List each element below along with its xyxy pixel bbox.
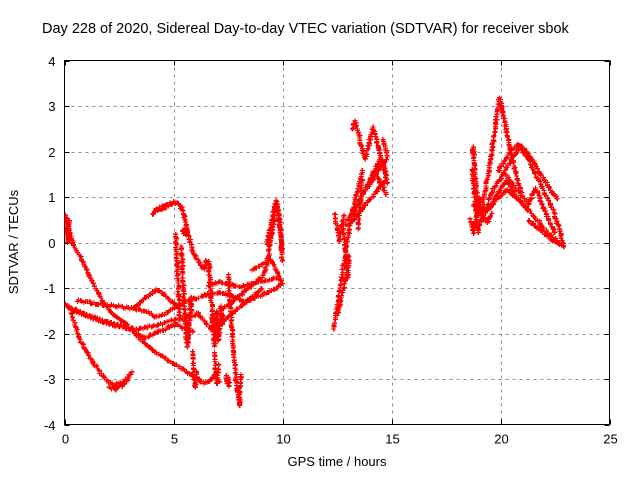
y-tick-label: 3	[48, 99, 55, 114]
x-tick-labels: 0 5 10 15 20 25	[62, 432, 618, 447]
data-markers	[64, 95, 567, 408]
scatter-plus-markers	[64, 95, 567, 408]
y-axis-title: SDTVAR / TECUs	[6, 189, 21, 294]
y-tick-label: 0	[48, 236, 55, 251]
y-tick-label: 4	[48, 54, 55, 69]
y-tick-label: -1	[44, 281, 56, 296]
x-tick-label: 5	[171, 432, 178, 447]
x-tick-label: 10	[276, 432, 290, 447]
y-tick-label: 1	[48, 190, 55, 205]
plot-frame	[64, 60, 610, 425]
chart-title: Day 228 of 2020, Sidereal Day-to-day VTE…	[42, 21, 570, 37]
y-tick-label: 2	[48, 145, 55, 160]
y-tick-label: -3	[44, 372, 56, 387]
x-tick-label: 20	[494, 432, 508, 447]
y-tick-labels: -4 -3 -2 -1 0 1 2 3 4	[44, 54, 56, 433]
x-tick-label: 15	[385, 432, 399, 447]
y-tick-label: -2	[44, 327, 56, 342]
x-axis-title: GPS time / hours	[288, 454, 387, 469]
x-tick-label: 25	[603, 432, 617, 447]
y-tick-label: -4	[44, 418, 56, 433]
x-tick-label: 0	[62, 432, 69, 447]
